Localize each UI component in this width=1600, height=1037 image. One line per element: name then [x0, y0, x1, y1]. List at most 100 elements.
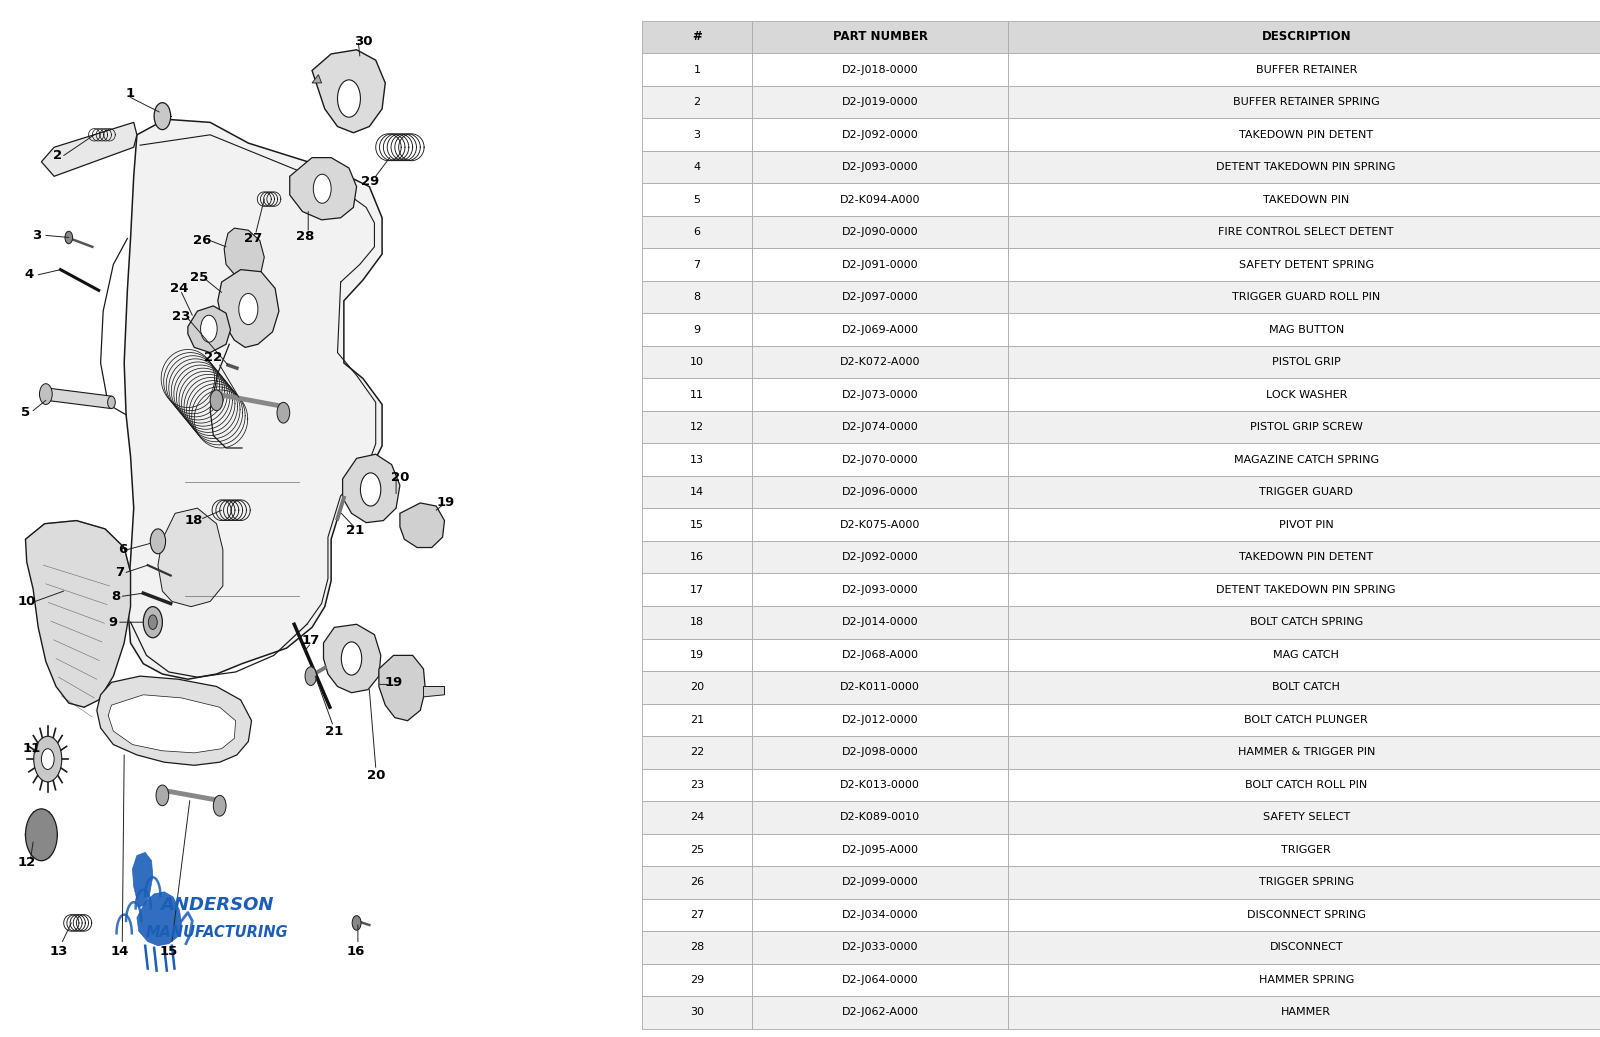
Text: TAKEDOWN PIN DETENT: TAKEDOWN PIN DETENT	[1238, 553, 1373, 562]
Bar	[752, 736, 1008, 768]
Bar	[642, 866, 752, 899]
Text: LOCK WASHER: LOCK WASHER	[1266, 390, 1347, 399]
Circle shape	[338, 80, 360, 117]
Bar	[642, 216, 752, 248]
Text: 10: 10	[18, 595, 35, 608]
Bar	[1008, 86, 1600, 118]
Text: DETENT TAKEDOWN PIN SPRING: DETENT TAKEDOWN PIN SPRING	[1216, 585, 1395, 595]
Bar	[1008, 834, 1600, 866]
Bar	[642, 346, 752, 379]
Text: D2-J091-0000: D2-J091-0000	[842, 259, 918, 270]
Text: TAKEDOWN PIN DETENT: TAKEDOWN PIN DETENT	[1238, 130, 1373, 140]
Bar	[1008, 313, 1600, 346]
Bar	[1008, 899, 1600, 931]
Bar	[642, 508, 752, 541]
Text: 10: 10	[690, 357, 704, 367]
Bar	[752, 411, 1008, 444]
Circle shape	[66, 231, 72, 244]
Bar	[752, 379, 1008, 411]
Text: D2-K072-A000: D2-K072-A000	[840, 357, 920, 367]
Text: D2-J093-0000: D2-J093-0000	[842, 162, 918, 172]
Text: BOLT CATCH SPRING: BOLT CATCH SPRING	[1250, 617, 1363, 627]
Text: TRIGGER: TRIGGER	[1282, 845, 1331, 854]
Bar	[642, 313, 752, 346]
Bar	[752, 313, 1008, 346]
Bar	[752, 802, 1008, 834]
Bar	[1008, 639, 1600, 671]
Bar	[1008, 53, 1600, 86]
Bar	[1008, 346, 1600, 379]
Text: 29: 29	[690, 975, 704, 985]
Bar	[1008, 997, 1600, 1029]
Text: 6: 6	[118, 543, 126, 556]
Text: 11: 11	[690, 390, 704, 399]
Bar	[642, 444, 752, 476]
Text: D2-K011-0000: D2-K011-0000	[840, 682, 920, 693]
Text: 16: 16	[690, 553, 704, 562]
Bar	[642, 606, 752, 639]
Text: 18: 18	[186, 514, 203, 527]
Bar	[1008, 736, 1600, 768]
Text: 8: 8	[693, 292, 701, 302]
Text: 9: 9	[109, 616, 118, 628]
Bar	[752, 541, 1008, 573]
Text: 14: 14	[690, 487, 704, 497]
Bar	[1008, 573, 1600, 606]
Polygon shape	[290, 158, 357, 220]
Circle shape	[200, 315, 218, 342]
Text: MAG BUTTON: MAG BUTTON	[1269, 325, 1344, 335]
Bar	[642, 248, 752, 281]
Polygon shape	[46, 388, 112, 409]
Polygon shape	[109, 695, 235, 753]
Polygon shape	[96, 676, 251, 765]
Text: DISCONNECT SPRING: DISCONNECT SPRING	[1246, 909, 1366, 920]
Text: D2-J018-0000: D2-J018-0000	[842, 64, 918, 75]
Circle shape	[306, 667, 317, 685]
Bar	[1008, 931, 1600, 963]
Bar	[752, 21, 1008, 53]
Bar	[752, 248, 1008, 281]
Circle shape	[314, 174, 331, 203]
Circle shape	[360, 473, 381, 506]
Circle shape	[157, 785, 168, 806]
Text: 25: 25	[690, 845, 704, 854]
Text: D2-J074-0000: D2-J074-0000	[842, 422, 918, 432]
Bar	[1008, 866, 1600, 899]
Text: DISCONNECT: DISCONNECT	[1269, 943, 1342, 952]
Text: 20: 20	[690, 682, 704, 693]
Bar	[752, 281, 1008, 313]
Bar	[1008, 768, 1600, 802]
Text: MAG CATCH: MAG CATCH	[1274, 650, 1339, 660]
Polygon shape	[158, 508, 222, 607]
Bar	[1008, 606, 1600, 639]
Text: D2-J014-0000: D2-J014-0000	[842, 617, 918, 627]
Polygon shape	[125, 119, 382, 679]
Text: 26: 26	[690, 877, 704, 888]
Text: BOLT CATCH PLUNGER: BOLT CATCH PLUNGER	[1245, 714, 1368, 725]
Circle shape	[150, 529, 165, 554]
Bar	[642, 899, 752, 931]
Bar	[752, 573, 1008, 606]
Text: D2-J034-0000: D2-J034-0000	[842, 909, 918, 920]
Circle shape	[26, 809, 58, 861]
Text: BOLT CATCH: BOLT CATCH	[1272, 682, 1341, 693]
Text: TRIGGER GUARD: TRIGGER GUARD	[1259, 487, 1354, 497]
Polygon shape	[379, 655, 426, 721]
Bar	[642, 21, 752, 53]
Text: 26: 26	[194, 234, 211, 247]
Text: D2-J064-0000: D2-J064-0000	[842, 975, 918, 985]
Bar	[752, 931, 1008, 963]
Bar	[752, 444, 1008, 476]
Text: 30: 30	[354, 35, 373, 48]
Text: 24: 24	[690, 812, 704, 822]
Text: 7: 7	[115, 566, 125, 579]
Bar	[1008, 216, 1600, 248]
Text: D2-J073-0000: D2-J073-0000	[842, 390, 918, 399]
Bar	[752, 671, 1008, 703]
Bar	[1008, 118, 1600, 150]
Bar	[642, 963, 752, 997]
Text: 4: 4	[693, 162, 701, 172]
Circle shape	[277, 402, 290, 423]
Bar	[642, 703, 752, 736]
Text: HAMMER: HAMMER	[1282, 1008, 1331, 1017]
